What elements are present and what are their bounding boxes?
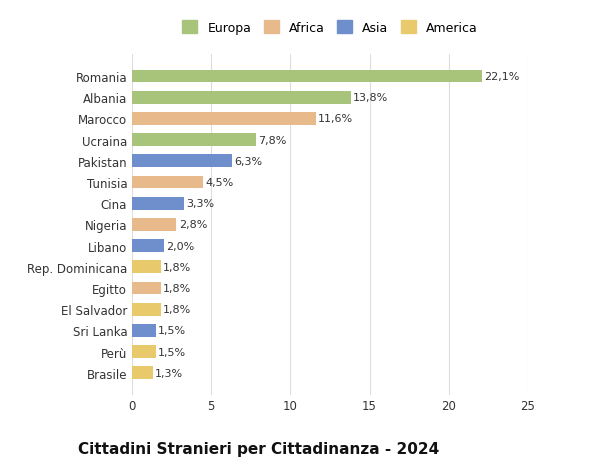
Text: 1,5%: 1,5% [158, 326, 186, 336]
Bar [132, 367, 152, 379]
Text: 2,8%: 2,8% [179, 220, 207, 230]
Bar [132, 134, 256, 147]
Text: 7,8%: 7,8% [258, 135, 286, 146]
Text: 13,8%: 13,8% [353, 93, 388, 103]
Bar [132, 218, 176, 231]
Text: 1,3%: 1,3% [155, 368, 183, 378]
Text: 6,3%: 6,3% [234, 157, 262, 167]
Text: 1,8%: 1,8% [163, 283, 191, 293]
Bar [132, 176, 203, 189]
Bar [132, 197, 184, 210]
Text: 4,5%: 4,5% [206, 178, 234, 188]
Legend: Europa, Africa, Asia, America: Europa, Africa, Asia, America [179, 17, 481, 38]
Bar [132, 325, 156, 337]
Bar [132, 71, 482, 83]
Text: 2,0%: 2,0% [166, 241, 194, 251]
Bar [132, 346, 156, 358]
Text: 22,1%: 22,1% [484, 72, 520, 82]
Bar [132, 303, 161, 316]
Bar [132, 240, 164, 252]
Bar [132, 155, 232, 168]
Text: 1,5%: 1,5% [158, 347, 186, 357]
Bar [132, 282, 161, 295]
Bar [132, 92, 350, 104]
Text: 3,3%: 3,3% [187, 199, 215, 209]
Text: 11,6%: 11,6% [318, 114, 353, 124]
Text: Cittadini Stranieri per Cittadinanza - 2024: Cittadini Stranieri per Cittadinanza - 2… [78, 441, 439, 456]
Text: 1,8%: 1,8% [163, 262, 191, 272]
Text: 1,8%: 1,8% [163, 304, 191, 314]
Bar [132, 261, 161, 274]
Bar [132, 113, 316, 125]
